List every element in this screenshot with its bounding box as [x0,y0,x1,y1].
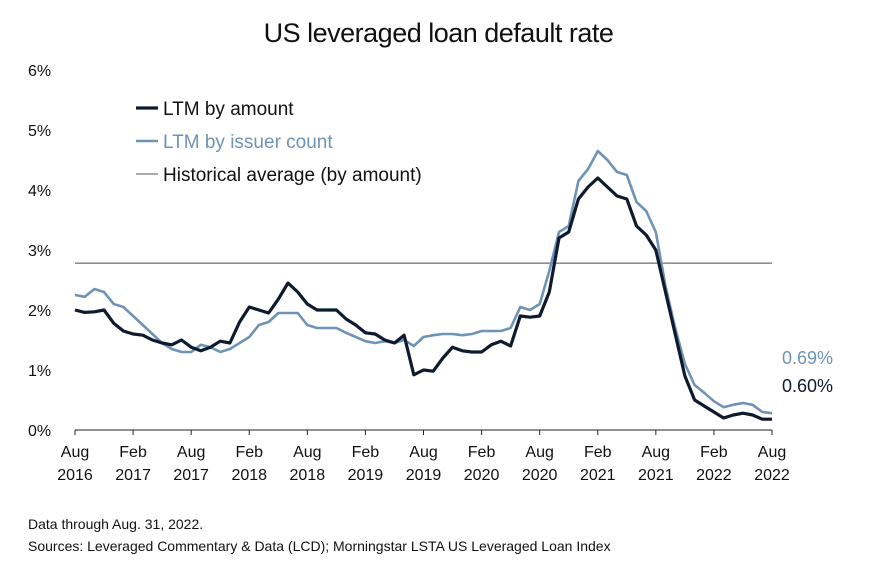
x-tick-year: 2016 [57,467,93,484]
x-tick-month: Aug [409,444,437,461]
y-tick-label: 4% [28,183,51,200]
x-tick-year: 2017 [173,467,209,484]
x-tick-month: Aug [293,444,321,461]
x-tick-month: Aug [525,444,553,461]
x-tick-month: Aug [642,444,670,461]
legend-label: LTM by amount [163,99,294,120]
x-tick-month: Feb [352,444,380,461]
x-tick-month: Feb [119,444,147,461]
y-tick-label: 5% [28,123,51,140]
x-tick-year: 2020 [522,467,558,484]
x-tick-year: 2022 [696,467,732,484]
x-tick-year: 2019 [348,467,384,484]
x-tick-year: 2021 [638,467,674,484]
x-tick-month: Feb [700,444,728,461]
y-tick-label: 3% [28,243,51,260]
legend-label: Historical average (by amount) [163,165,422,186]
sources-note: Sources: Leveraged Commentary & Data (LC… [28,538,611,554]
y-tick-label: 6% [28,63,51,80]
series-ltm-issuer-line [74,149,773,415]
x-tick-year: 2022 [754,467,790,484]
end-label-amount: 0.60% [782,376,833,396]
x-tick-year: 2017 [115,467,151,484]
data-note: Data through Aug. 31, 2022. [28,516,204,532]
y-tick-label: 0% [28,423,51,440]
x-tick-month: Feb [468,444,496,461]
y-tick-label: 1% [28,363,51,380]
x-tick-year: 2018 [290,467,326,484]
x-tick-month: Aug [758,444,786,461]
chart-title: US leveraged loan default rate [263,18,614,48]
series-ltm-amount-line [74,176,772,421]
x-tick-month: Aug [61,444,89,461]
x-tick-month: Feb [584,444,612,461]
legend-label: LTM by issuer count [163,132,333,153]
x-tick-year: 2020 [464,467,500,484]
x-tick-month: Aug [177,444,205,461]
x-tick-month: Feb [235,444,263,461]
x-tick-year: 2018 [231,467,267,484]
x-tick-year: 2019 [406,467,442,484]
end-label-issuer: 0.69% [782,348,833,368]
y-tick-label: 2% [28,303,51,320]
x-tick-year: 2021 [580,467,616,484]
